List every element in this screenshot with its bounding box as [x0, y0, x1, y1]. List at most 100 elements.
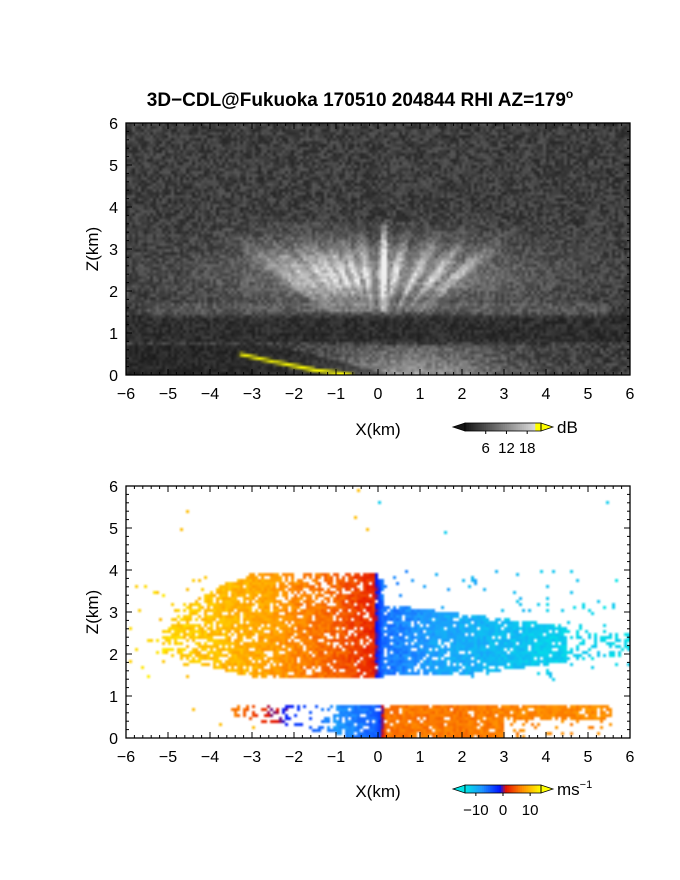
colorbar-segment [501, 423, 504, 431]
colorbar-tick-label: 12 [498, 440, 515, 457]
colorbar-segment [484, 423, 487, 431]
x-tick-label: 4 [542, 386, 551, 403]
reflectivity-colorbar-bar [451, 422, 555, 432]
colorbar-segment [539, 423, 542, 431]
x-tick-label: 1 [416, 386, 425, 403]
colorbar-segment [465, 785, 468, 793]
colorbar-segment [508, 423, 511, 431]
x-tick-label: −1 [327, 386, 345, 403]
reflectivity-x-axis-label: X(km) [355, 420, 400, 439]
colorbar-arrow-high [540, 422, 555, 432]
x-tick-label: 5 [584, 749, 593, 766]
colorbar-segment [529, 423, 532, 431]
colorbar-tick-label: −10 [463, 802, 488, 819]
x-tick-label: 0 [374, 386, 383, 403]
colorbar-segment [516, 785, 519, 793]
colorbar-segment [489, 423, 492, 431]
reflectivity-y-tick-labels: 0 1 2 3 4 5 6 [109, 116, 118, 385]
velocity-colorbar-unit-label: ms−1 [557, 779, 592, 799]
colorbar-segment [495, 423, 498, 431]
reflectivity-colorbar-ticks: 6 12 18 [482, 431, 536, 457]
x-tick-label: −2 [285, 386, 303, 403]
velocity-colorbar-unit-exponent: −1 [580, 779, 593, 791]
y-tick-label: 1 [109, 326, 118, 343]
y-tick-label: 3 [109, 242, 118, 259]
colorbar-segment [510, 785, 513, 793]
x-tick-label: −4 [201, 749, 219, 766]
colorbar-tick-label: 0 [499, 802, 507, 819]
reflectivity-x-tick-labels: −6 −5 −4 −3 −2 −1 0 1 2 3 4 5 6 [117, 386, 635, 403]
x-tick-label: 6 [626, 749, 635, 766]
velocity-heatmap-image [126, 486, 630, 738]
reflectivity-y-axis-label: Z(km) [83, 227, 102, 271]
colorbar-segment [527, 785, 530, 793]
reflectivity-colorbar-unit: dB [557, 418, 578, 437]
x-tick-label: −2 [285, 749, 303, 766]
colorbar-segment [466, 785, 470, 793]
colorbar-segment [472, 423, 475, 431]
colorbar-segment [537, 423, 540, 431]
colorbar-segment [480, 423, 483, 431]
colorbar-segment [539, 785, 542, 793]
colorbar-arrow-high [540, 784, 555, 794]
colorbar-segment [514, 785, 517, 793]
y-tick-label: 0 [109, 368, 118, 385]
colorbar-segment [493, 785, 496, 793]
colorbar-segment [485, 785, 489, 793]
velocity-colorbar-unit: ms [557, 780, 580, 799]
colorbar-segment [522, 785, 525, 793]
x-tick-label: 2 [458, 386, 467, 403]
x-tick-label: −3 [243, 386, 261, 403]
colorbar-segment [499, 423, 502, 431]
velocity-y-axis-label: Z(km) [83, 590, 102, 634]
colorbar-segment [504, 785, 508, 793]
colorbar-segment [476, 785, 479, 793]
colorbar-segment [529, 785, 532, 793]
colorbar-segment [468, 423, 472, 431]
x-tick-label: −3 [243, 749, 261, 766]
velocity-y-tick-labels: 0 1 2 3 4 5 6 [109, 479, 118, 748]
x-tick-label: −6 [117, 749, 135, 766]
colorbar-segment [506, 785, 510, 793]
y-tick-label: 1 [109, 689, 118, 706]
colorbar-segment [516, 423, 519, 431]
x-tick-label: −6 [117, 386, 135, 403]
colorbar-segment [501, 785, 504, 793]
colorbar-arrow-low [451, 422, 466, 432]
velocity-x-axis-label: X(km) [355, 782, 400, 801]
x-tick-label: 3 [500, 749, 509, 766]
colorbar-segment [465, 423, 468, 431]
colorbar-segment [487, 423, 491, 431]
reflectivity-ticks [125, 122, 631, 376]
colorbar-segment [520, 423, 523, 431]
colorbar-segment [485, 423, 489, 431]
colorbar-segment [474, 785, 477, 793]
colorbar-segment [489, 785, 492, 793]
velocity-heatmap [126, 486, 630, 738]
colorbar-segment [499, 785, 502, 793]
colorbar-segment [504, 423, 508, 431]
colorbar-segment [535, 785, 538, 793]
colorbar-tick-label: 10 [522, 802, 539, 819]
colorbar-segment [503, 785, 506, 793]
x-tick-label: 2 [458, 749, 467, 766]
x-tick-label: −1 [327, 749, 345, 766]
x-tick-label: 6 [626, 386, 635, 403]
colorbar-segment [478, 785, 481, 793]
colorbar-segment [510, 423, 513, 431]
x-tick-label: −5 [159, 386, 177, 403]
reflectivity-heatmap [126, 123, 630, 375]
colorbar-segment [527, 423, 530, 431]
colorbar-segment [491, 785, 494, 793]
colorbar-segment [497, 423, 500, 431]
velocity-ticks [125, 485, 631, 739]
colorbar-tick-label: 18 [519, 440, 536, 457]
colorbar-segment [474, 423, 477, 431]
figure-title: 3D−CDL@Fukuoka 170510 204844 RHI AZ=179o [147, 87, 574, 111]
y-tick-label: 0 [109, 731, 118, 748]
colorbar-tick-label: 6 [482, 440, 490, 457]
colorbar-segment [491, 423, 494, 431]
x-tick-label: 5 [584, 386, 593, 403]
